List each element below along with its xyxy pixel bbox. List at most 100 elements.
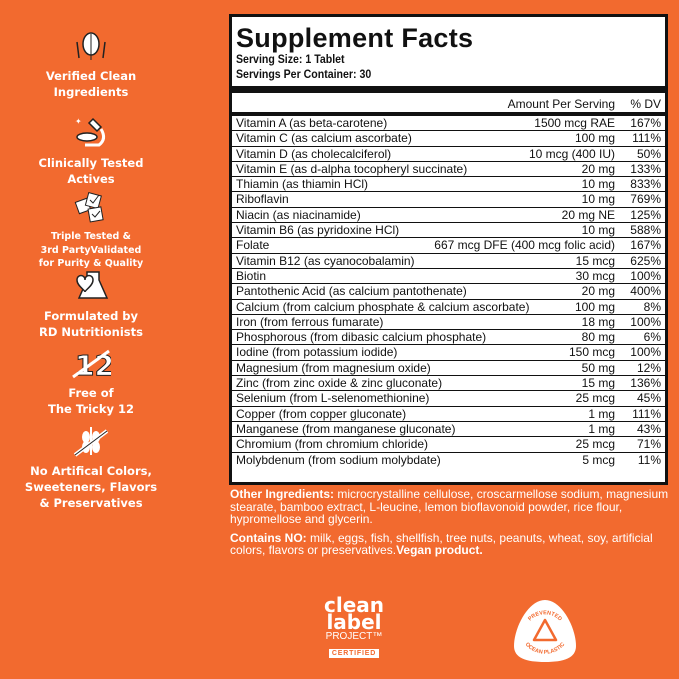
nutrient-name: Vitamin D (as cholecalciferol) xyxy=(236,146,392,161)
nutrient-amount: 20 mg xyxy=(581,161,615,176)
dv-header: % DV xyxy=(630,97,661,111)
nutrient-name: Riboflavin xyxy=(236,192,289,207)
table-row: Zinc (from zinc oxide & zinc gluconate) 1… xyxy=(232,376,665,392)
feature-text: 3rd PartyValidated xyxy=(40,244,142,256)
feature-text: for Purity & Quality xyxy=(38,258,144,269)
feature-text: The Tricky 12 xyxy=(48,402,134,416)
nutrient-name: Niacin (as niacinamide) xyxy=(236,207,361,222)
prevented-ocean-plastic-badge: PREVENTED OCEAN PLASTIC xyxy=(514,600,576,662)
ingredient-notes: Other Ingredients: microcrystalline cell… xyxy=(230,488,670,563)
nutrient-dv: 833% xyxy=(630,177,661,192)
feature-item: 12 Free of The Tricky 12 xyxy=(0,345,182,417)
table-row: Thiamin (as thiamin HCl) 10 mg 833% xyxy=(232,177,665,193)
feature-item: Verified Clean Ingredients xyxy=(0,28,182,100)
nutrient-dv: 100% xyxy=(630,345,661,360)
nutrient-amount: 10 mcg (400 IU) xyxy=(528,146,615,161)
table-row: Vitamin D (as cholecalciferol) 10 mcg (40… xyxy=(232,147,665,162)
nutrient-amount: 150 mcg xyxy=(568,345,615,360)
nutrient-name: Zinc (from zinc oxide & zinc gluconate) xyxy=(236,376,443,391)
crossed-wheat-icon xyxy=(73,427,109,457)
servings-per-container: Servings Per Container: 30 xyxy=(236,69,372,81)
table-row: Biotin 30 mcg 100% xyxy=(232,268,665,285)
nutrient-name: Vitamin B6 (as pyridoxine HCl) xyxy=(236,223,400,238)
nutrient-dv: 11% xyxy=(637,452,661,467)
crossed-12-icon: 12 xyxy=(72,349,111,379)
nutrient-amount: 10 mg xyxy=(581,192,615,207)
feature-item: Formulated by RD Nutritionists xyxy=(0,268,182,340)
divider xyxy=(232,86,665,93)
nutrient-amount: 10 mg xyxy=(581,177,615,192)
feature-text: Actives xyxy=(67,172,115,186)
nutrient-dv: 100% xyxy=(630,268,661,283)
table-row: Vitamin C (as calcium ascorbate) 100 mg 11… xyxy=(232,131,665,147)
feature-text: Free of xyxy=(68,386,114,400)
nutrient-name: Calcium (from calcium phosphate & calciu… xyxy=(236,299,530,314)
nutrient-dv: 50% xyxy=(636,146,661,161)
nutrient-name: Manganese (from manganese gluconate) xyxy=(236,421,456,436)
nutrient-dv: 111% xyxy=(632,406,661,421)
table-row: Phosphorous (from dibasic calcium phosph… xyxy=(232,330,665,346)
feature-text: Triple Tested & xyxy=(51,231,131,242)
table-row: Pantothenic Acid (as calcium pantothenat… xyxy=(232,284,665,300)
nutrient-amount: 10 mg xyxy=(581,223,615,238)
allergen-statement: Contains NO: milk, eggs, fish, shellfish… xyxy=(230,530,653,557)
table-row: Niacin (as niacinamide) 20 mg NE 125% xyxy=(232,207,665,224)
feature-item: Triple Tested & 3rd PartyValidated for Pur… xyxy=(0,190,182,271)
nutrient-amount: 80 mg xyxy=(581,330,615,345)
feature-text: Clinically Tested xyxy=(38,156,144,170)
feature-text: Sweeteners, Flavors xyxy=(24,480,158,494)
feature-text: Verified Clean xyxy=(45,69,137,83)
nutrient-dv: 167% xyxy=(630,238,661,253)
nutrient-name: Copper (from copper gluconate) xyxy=(236,406,407,421)
nutrient-dv: 100% xyxy=(630,314,661,329)
nutrient-amount: 30 mcg xyxy=(575,268,615,283)
nutrient-name: Vitamin C (as calcium ascorbate) xyxy=(236,131,412,146)
nutrient-name: Molybdenum (from sodium molybdate) xyxy=(236,452,441,467)
nutrient-name: Iron (from ferrous fumarate) xyxy=(236,314,384,329)
nutrient-amount: 667 mcg DFE (400 mcg folic acid) xyxy=(434,238,615,253)
nutrient-dv: 133% xyxy=(630,161,661,176)
recycle-icon xyxy=(532,618,558,642)
feature-item: ✦ Clinically Tested Actives xyxy=(0,115,182,187)
nutrient-amount: 18 mg xyxy=(581,314,615,329)
nutrient-name: Selenium (from L-selenomethionine) xyxy=(236,391,430,406)
table-row: Vitamin A (as beta-carotene) 1500 mcg RAE… xyxy=(232,116,665,132)
nutrient-amount: 20 mg NE xyxy=(561,207,615,222)
nutrient-amount: 25 mcg xyxy=(575,391,615,406)
nutrient-dv: 111% xyxy=(632,131,661,146)
nutrient-name: Vitamin E (as d-alpha tocopheryl succina… xyxy=(236,161,468,176)
nutrient-dv: 12% xyxy=(636,360,661,375)
nutrient-name: Biotin xyxy=(236,268,267,283)
table-row: Calcium (from calcium phosphate & calciu… xyxy=(232,300,665,315)
nutrient-name: Folate xyxy=(236,238,270,253)
table-header: Amount Per Serving % DV xyxy=(232,93,665,116)
nutrient-dv: 588% xyxy=(630,223,661,238)
feature-text: Formulated by xyxy=(43,309,139,323)
table-row: Folate 667 mcg DFE (400 mcg folic acid) 16… xyxy=(232,238,665,254)
flask-heart-icon xyxy=(76,271,109,299)
feature-item: No Artifical Colors, Sweeteners, Flavors &… xyxy=(0,423,182,511)
nutrient-name: Chromium (from chromium chloride) xyxy=(236,437,429,452)
supplement-facts-panel: Supplement Facts Serving Size: 1 Tablet … xyxy=(229,14,668,485)
table-row: Vitamin B12 (as cyanocobalamin) 15 mcg 625… xyxy=(232,254,665,269)
table-row: Copper (from copper gluconate) 1 mg 111% xyxy=(232,407,665,422)
table-row: Selenium (from L-selenomethionine) 25 mcg… xyxy=(232,391,665,407)
panel-title: Supplement Facts xyxy=(236,23,474,53)
table-row: Chromium (from chromium chloride) 25 mcg 7… xyxy=(232,437,665,453)
nutrient-name: Magnesium (from magnesium oxide) xyxy=(236,360,431,375)
table-row: Molybdenum (from sodium molybdate) 5 mcg 1… xyxy=(232,453,665,467)
nutrient-name: Pantothenic Acid (as calcium pantothenat… xyxy=(236,284,467,299)
nutrient-name: Vitamin B12 (as cyanocobalamin) xyxy=(236,253,415,268)
nutrient-dv: 8% xyxy=(643,299,661,314)
nutrient-amount: 5 mcg xyxy=(582,452,615,467)
nutrient-name: Phosphorous (from dibasic calcium phosph… xyxy=(236,330,487,345)
nutrient-name: Vitamin A (as beta-carotene) xyxy=(236,116,388,130)
nutrient-dv: 6% xyxy=(643,330,661,345)
serving-size: Serving Size: 1 Tablet xyxy=(236,54,345,66)
nutrient-dv: 769% xyxy=(630,192,661,207)
table-row: Manganese (from manganese gluconate) 1 mg… xyxy=(232,421,665,438)
feature-text: & Preservatives xyxy=(39,496,143,510)
nutrient-amount: 50 mg xyxy=(581,360,615,375)
feature-text: RD Nutritionists xyxy=(39,325,143,339)
nutrient-dv: 400% xyxy=(630,284,661,299)
